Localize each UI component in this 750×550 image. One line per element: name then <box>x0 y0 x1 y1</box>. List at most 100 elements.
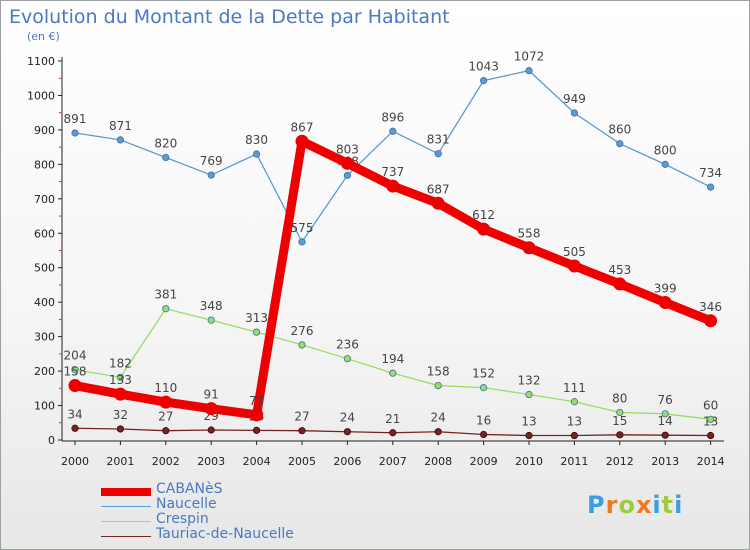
legend-swatch-tauriac <box>101 536 151 537</box>
x-tick-label: 2013 <box>651 455 679 468</box>
data-point <box>661 160 669 168</box>
data-point <box>386 179 400 193</box>
data-label: 891 <box>64 112 87 126</box>
data-point <box>616 408 624 417</box>
data-point <box>525 431 533 440</box>
data-label: 152 <box>472 367 495 381</box>
x-tick-label: 2011 <box>560 455 588 468</box>
data-point <box>389 429 397 437</box>
data-label: 769 <box>200 154 223 168</box>
data-point <box>479 77 488 85</box>
data-label: 158 <box>64 365 87 379</box>
data-point <box>295 134 309 148</box>
y-tick-label: 300 <box>34 331 55 344</box>
data-label: 27 <box>294 410 309 424</box>
data-point <box>116 425 125 433</box>
x-tick-label: 2002 <box>152 455 180 468</box>
data-point <box>706 431 715 440</box>
data-label: 505 <box>563 245 586 259</box>
x-tick-label: 2009 <box>470 455 498 468</box>
y-tick-label: 1100 <box>27 55 55 68</box>
data-label: 871 <box>109 119 132 133</box>
data-point <box>68 379 82 393</box>
data-point <box>253 426 261 434</box>
data-point <box>570 398 579 406</box>
data-label: 1072 <box>514 50 545 64</box>
data-point <box>570 109 579 117</box>
data-label: 76 <box>658 393 673 407</box>
data-label: 687 <box>427 182 450 196</box>
data-label: 800 <box>654 143 677 157</box>
logo-letter: o <box>618 491 636 519</box>
data-point <box>434 381 442 390</box>
x-tick-label: 2004 <box>243 455 271 468</box>
data-point <box>116 136 125 144</box>
logo-letter: r <box>605 491 619 519</box>
data-label: 60 <box>703 398 718 412</box>
data-point <box>479 384 488 392</box>
data-label: 14 <box>658 414 673 428</box>
data-label: 734 <box>699 166 722 180</box>
data-label: 381 <box>154 288 177 302</box>
data-label: 313 <box>245 311 268 325</box>
y-tick-label: 400 <box>34 296 55 309</box>
data-label: 16 <box>476 413 491 427</box>
x-tick-label: 2006 <box>333 455 361 468</box>
data-point <box>253 328 261 336</box>
data-point <box>434 150 442 158</box>
data-label: 830 <box>245 133 268 147</box>
data-label: 831 <box>427 133 450 147</box>
data-point <box>250 408 264 422</box>
data-label: 133 <box>109 373 132 387</box>
data-label: 949 <box>563 92 586 106</box>
data-point <box>159 395 173 409</box>
data-point <box>616 140 624 148</box>
unit-label: (en €) <box>27 30 60 43</box>
data-label: 13 <box>521 415 536 429</box>
legend-label-crespin: Crespin <box>156 511 209 527</box>
logo-letter: t <box>661 491 675 519</box>
legend-swatch-naucelle <box>101 506 151 507</box>
proxiti-logo: Proxiti <box>587 491 683 519</box>
y-tick-label: 900 <box>34 124 55 137</box>
data-point <box>706 183 715 191</box>
data-point <box>162 305 170 313</box>
data-point <box>616 431 624 439</box>
data-point <box>253 150 261 158</box>
data-label: 737 <box>381 165 404 179</box>
data-label: 346 <box>699 300 722 314</box>
data-point <box>343 171 351 179</box>
data-point <box>343 355 351 363</box>
data-point <box>661 431 669 439</box>
data-point <box>113 387 127 401</box>
data-label: 111 <box>563 381 586 395</box>
y-tick-label: 600 <box>34 227 55 240</box>
data-point <box>658 296 672 310</box>
y-tick-label: 500 <box>34 262 55 275</box>
data-label: 32 <box>113 408 128 422</box>
x-tick-label: 2003 <box>197 455 225 468</box>
data-point <box>389 127 397 135</box>
legend-label-cabanes: CABANèS <box>156 481 223 497</box>
data-label: 27 <box>158 410 173 424</box>
data-label: 348 <box>200 299 223 313</box>
data-point <box>71 366 79 374</box>
y-tick-label: 200 <box>34 365 55 378</box>
data-label: 575 <box>291 221 314 235</box>
data-label: 158 <box>427 365 450 379</box>
data-label: 803 <box>336 142 359 156</box>
data-label: 73 <box>249 394 264 408</box>
legend-swatch-cabanes <box>101 488 151 496</box>
x-tick-label: 2005 <box>288 455 316 468</box>
data-point <box>343 428 351 436</box>
x-tick-label: 2012 <box>606 455 634 468</box>
y-tick-label: 800 <box>34 158 55 171</box>
data-point <box>522 241 536 255</box>
series-line-naucelle <box>74 69 712 243</box>
data-point <box>71 129 79 137</box>
x-tick-label: 2007 <box>379 455 407 468</box>
data-label: 896 <box>381 110 404 124</box>
data-label: 612 <box>472 208 495 222</box>
x-tick-label: 2001 <box>106 455 134 468</box>
data-label: 820 <box>154 136 177 150</box>
